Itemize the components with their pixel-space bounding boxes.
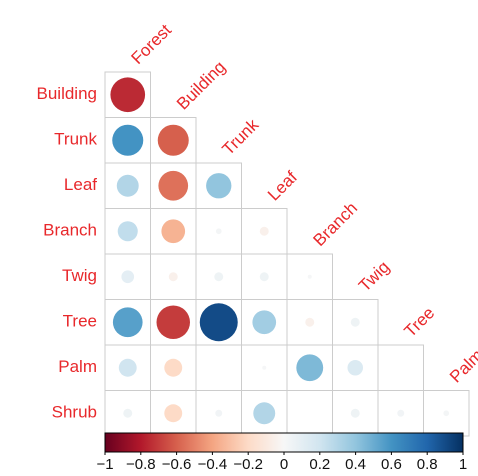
row-label: Palm [58, 357, 97, 376]
corr-circle [118, 358, 137, 377]
corr-circle [158, 170, 189, 201]
column-label: Forest [128, 20, 176, 68]
colorbar [104, 432, 464, 453]
row-label: Trunk [54, 130, 97, 149]
row-label: Branch [43, 221, 97, 240]
corr-circle [252, 310, 277, 335]
colorbar-tick-label: −0.4 [198, 456, 228, 473]
corr-circle [199, 303, 238, 342]
corr-circle [168, 272, 178, 282]
corr-circle [164, 358, 183, 377]
corr-circle [296, 354, 324, 382]
colorbar-tick-label: 0.2 [309, 456, 330, 473]
corr-circle [443, 410, 450, 417]
corr-circle [259, 272, 269, 282]
corr-circle [253, 402, 276, 425]
column-label: Tree [401, 303, 439, 341]
corr-circle [307, 274, 312, 279]
corr-circle [305, 317, 315, 327]
row-label: Twig [62, 266, 97, 285]
row-label: Leaf [64, 175, 97, 194]
column-label: Trunk [219, 115, 263, 159]
cell [286, 390, 333, 437]
colorbar-tick-label: −0.8 [126, 456, 156, 473]
corr-circle [262, 365, 267, 370]
colorbar-tick-label: −0.6 [162, 456, 192, 473]
corr-circle [110, 77, 146, 113]
colorbar-tick-label: 1 [459, 456, 467, 473]
corr-circle [112, 307, 143, 338]
corr-circle [112, 124, 144, 156]
colorbar-tick-label: 0.6 [381, 456, 402, 473]
colorbar-tick-label: 0 [280, 456, 288, 473]
colorbar-tick-label: 0.4 [345, 456, 366, 473]
corr-circle [121, 270, 135, 284]
row-label: Tree [63, 312, 97, 331]
corr-circle [206, 173, 232, 199]
corr-circle [161, 219, 186, 244]
corr-circle [214, 272, 224, 282]
corr-circle [164, 404, 183, 423]
corr-circle [259, 226, 269, 236]
corr-circle [123, 408, 133, 418]
colorbar-tick-label: 0.8 [417, 456, 438, 473]
cell [377, 344, 424, 391]
cell [195, 344, 242, 391]
colorbar-tick-label: −0.2 [233, 456, 263, 473]
corr-circle [156, 305, 190, 339]
corr-circle [350, 408, 360, 418]
row-label: Building [37, 84, 98, 103]
corr-circle [215, 228, 222, 235]
column-label: Leaf [264, 167, 301, 204]
row-label: Shrub [52, 403, 97, 422]
column-label: Twig [355, 257, 393, 295]
corr-circle [117, 221, 138, 242]
corr-circle [157, 124, 189, 156]
column-label: Palm [446, 346, 478, 387]
corr-circle [350, 317, 360, 327]
corr-circle [116, 174, 139, 197]
corr-circle [215, 409, 223, 417]
corr-circle [397, 409, 405, 417]
colorbar-tick-label: −1 [96, 456, 113, 473]
corr-circle [347, 359, 364, 376]
column-label: Branch [310, 198, 362, 250]
column-label: Building [173, 57, 229, 113]
